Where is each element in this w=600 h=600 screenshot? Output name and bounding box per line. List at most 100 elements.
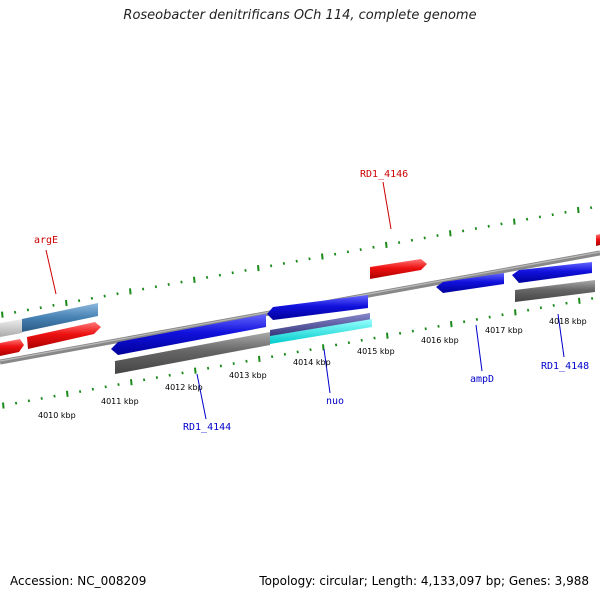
minor-tick	[167, 282, 170, 286]
gene-feature[interactable]	[0, 339, 24, 356]
major-tick	[130, 379, 133, 386]
minor-tick	[308, 257, 311, 261]
tick-label: 4016 kbp	[421, 336, 459, 345]
gene-feature[interactable]	[436, 273, 504, 293]
minor-tick	[142, 378, 146, 382]
tick-label: 4013 kbp	[229, 371, 267, 380]
gene-feature[interactable]	[22, 303, 98, 332]
minor-tick	[565, 301, 568, 305]
major-tick	[1, 311, 4, 318]
minor-tick	[14, 401, 18, 405]
major-tick	[577, 206, 580, 214]
minor-tick	[333, 252, 337, 256]
minor-tick	[270, 355, 274, 359]
tick-label: 4018 kbp	[549, 317, 587, 326]
minor-tick	[168, 373, 171, 377]
gene-feature[interactable]	[512, 262, 592, 283]
gene-feature[interactable]	[270, 313, 370, 337]
major-tick	[514, 309, 517, 316]
major-tick	[2, 402, 5, 409]
minor-tick	[117, 383, 120, 387]
minor-tick	[40, 396, 43, 400]
minor-tick	[13, 310, 17, 314]
tick-label: 4015 kbp	[357, 347, 395, 356]
minor-tick	[180, 280, 183, 284]
major-tick	[513, 218, 516, 225]
minor-tick	[462, 320, 466, 324]
major-tick	[194, 367, 197, 374]
minor-tick	[423, 236, 426, 240]
minor-tick	[206, 366, 210, 370]
major-tick	[65, 299, 68, 307]
accession-text: Accession: NC_008209	[10, 574, 147, 588]
minor-tick	[589, 206, 593, 210]
minor-tick	[155, 376, 159, 380]
tick-row-lower	[2, 296, 594, 409]
minor-tick	[283, 352, 287, 356]
minor-tick	[232, 362, 235, 366]
minor-tick	[397, 241, 401, 245]
minor-tick	[525, 217, 529, 221]
tick-label: 4017 kbp	[485, 326, 523, 335]
minor-tick	[52, 303, 55, 307]
forward-strand-features	[0, 234, 600, 356]
gene-feature[interactable]	[370, 259, 427, 279]
minor-tick	[309, 348, 312, 352]
minor-tick	[564, 210, 567, 214]
minor-tick	[359, 248, 362, 252]
minor-tick	[218, 273, 222, 277]
minor-tick	[551, 213, 554, 217]
minor-tick	[437, 324, 440, 328]
gene-label-arge[interactable]: argE	[34, 235, 58, 246]
minor-tick	[526, 308, 530, 312]
minor-tick	[373, 336, 376, 340]
tick-label: 4012 kbp	[165, 383, 203, 392]
tick-label: 4011 kbp	[101, 397, 139, 406]
major-tick	[321, 253, 324, 260]
major-tick	[66, 390, 69, 397]
minor-tick	[398, 331, 402, 335]
major-tick	[258, 355, 261, 362]
gene-feature[interactable]	[270, 319, 372, 344]
major-tick	[129, 288, 132, 295]
major-tick	[385, 241, 388, 248]
minor-tick	[295, 259, 298, 263]
tick-label: 4014 kbp	[293, 358, 331, 367]
minor-tick	[372, 245, 375, 249]
minor-tick	[219, 364, 223, 368]
kbp-tick-labels: 4010 kbp 4011 kbp 4012 kbp 4013 kbp 4014…	[38, 317, 587, 420]
minor-tick	[552, 303, 555, 307]
gene-feature[interactable]	[27, 322, 101, 349]
gene-feature[interactable]	[115, 332, 270, 374]
minor-tick	[141, 287, 145, 291]
tick-label: 4010 kbp	[38, 411, 76, 420]
gene-feature[interactable]	[596, 234, 600, 246]
gene-label-ampd[interactable]: ampD	[470, 374, 494, 385]
minor-tick	[411, 329, 415, 333]
gene-label-rd1-4148[interactable]: RD1_4148	[541, 361, 589, 372]
minor-tick	[231, 271, 234, 275]
gene-label-rd1-4144[interactable]: RD1_4144	[183, 422, 231, 433]
gene-feature[interactable]	[515, 280, 595, 302]
minor-tick	[27, 399, 31, 403]
minor-tick	[347, 341, 351, 345]
minor-tick	[244, 268, 247, 272]
genome-summary-text: Topology: circular; Length: 4,133,097 bp…	[259, 574, 589, 588]
minor-tick	[90, 296, 94, 300]
gene-label-nuo[interactable]: nuo	[326, 396, 344, 407]
minor-tick	[590, 296, 594, 300]
minor-tick	[91, 387, 95, 391]
minor-tick	[488, 315, 491, 319]
minor-tick	[538, 215, 542, 219]
minor-tick	[424, 327, 427, 331]
minor-tick	[39, 306, 42, 310]
minor-tick	[245, 359, 248, 363]
minor-tick	[282, 261, 286, 265]
gene-feature[interactable]	[111, 314, 266, 355]
minor-tick	[103, 294, 106, 298]
gene-feature[interactable]	[267, 295, 368, 320]
gene-feature[interactable]	[0, 319, 22, 337]
minor-tick	[487, 224, 490, 228]
gene-label-rd1-4146[interactable]: RD1_4146	[360, 169, 408, 180]
